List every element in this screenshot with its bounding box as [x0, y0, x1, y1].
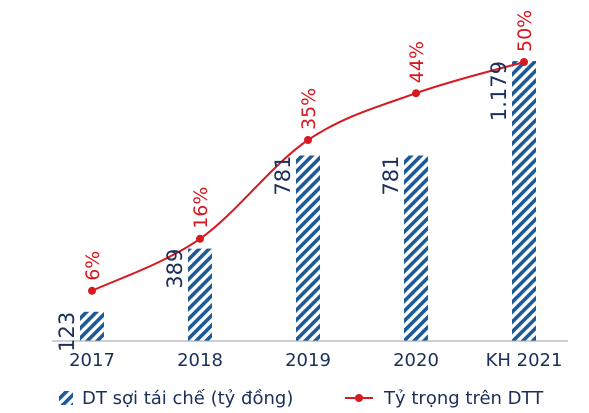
bar-2017: [80, 311, 104, 341]
share-value-label: 16%: [190, 187, 212, 229]
x-tick-label: 2020: [393, 350, 439, 371]
bar-value-label: 1.179: [487, 61, 511, 121]
bar-2019: [296, 155, 320, 341]
share-value-label: 35%: [298, 88, 320, 130]
legend-bar-swatch: [59, 391, 73, 405]
share-point-2019: [304, 136, 312, 144]
legend: DT sợi tái chế (tỷ đồng) Tỷ trọng trên D…: [59, 388, 544, 409]
share-value-label: 50%: [514, 10, 536, 52]
share-value-label: 6%: [82, 251, 104, 281]
x-tick-label: 2018: [177, 350, 223, 371]
x-tick-label: KH 2021: [486, 350, 563, 371]
x-tick-label: 2017: [69, 350, 115, 371]
bar-value-label: 781: [379, 156, 403, 196]
legend-bar-label: DT sợi tái chế (tỷ đồng): [82, 388, 293, 409]
x-axis-ticks: 2017 2018 2019 2020 KH 2021: [69, 350, 562, 371]
share-point-kh-2021: [520, 58, 528, 66]
share-point-2017: [88, 286, 96, 295]
bar-value-label: 123: [55, 312, 79, 352]
line-series: [88, 58, 528, 295]
x-tick-label: 2019: [285, 350, 331, 371]
share-value-label: 44%: [406, 41, 428, 83]
share-point-2018: [196, 234, 204, 243]
bar-value-label: 781: [271, 156, 295, 196]
bar-value-label: 389: [163, 249, 187, 289]
legend-line-label: Tỷ trọng trên DTT: [383, 388, 544, 409]
bar-2018: [188, 248, 212, 341]
legend-line-marker: [355, 394, 363, 402]
bar-kh-2021: [512, 61, 536, 341]
bar-2020: [404, 155, 428, 341]
bar-series: [80, 61, 536, 341]
data-labels: 123 389 781 781 1.179 6% 16% 35% 44% 50%: [55, 10, 536, 352]
share-point-2020: [412, 89, 420, 98]
